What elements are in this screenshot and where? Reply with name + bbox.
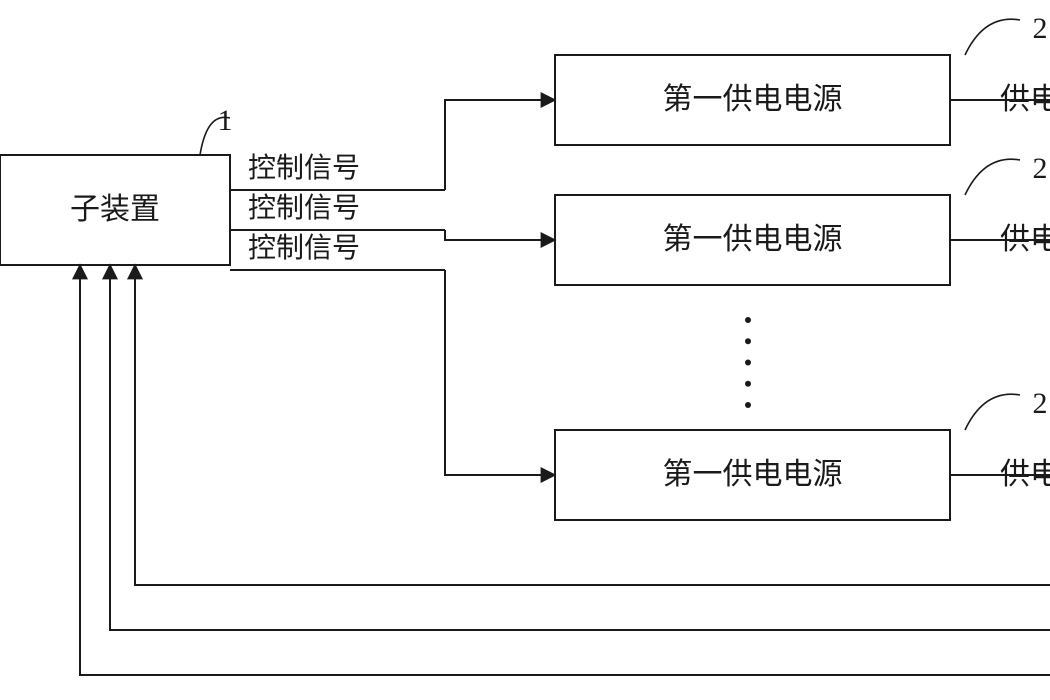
device-num: 1 — [218, 104, 233, 137]
ellipsis-dot — [745, 338, 751, 344]
ps2-leader — [965, 159, 1020, 195]
ps2-label: 第一供电电源 — [663, 223, 843, 256]
device-label: 子装置 — [70, 193, 160, 226]
supply-out-label-2: 供电 — [1000, 458, 1050, 491]
ellipsis-dot — [745, 317, 751, 323]
ps3-num: 2 — [1033, 387, 1048, 420]
ctrl-label-1: 控制信号 — [248, 192, 360, 224]
ellipsis-dot — [745, 402, 751, 408]
ps3-leader — [965, 394, 1020, 430]
ctrl-elbow-1 — [445, 230, 555, 240]
feedback-0 — [80, 265, 1050, 675]
ps2-num: 2 — [1033, 152, 1048, 185]
ellipsis-dot — [745, 381, 751, 387]
ctrl-elbow-0 — [445, 100, 555, 190]
supply-out-label-0: 供电 — [1000, 83, 1050, 116]
ellipsis-dot — [745, 360, 751, 366]
ps3-label: 第一供电电源 — [663, 458, 843, 491]
block-diagram: 子装置1第一供电电源2第一供电电源2第一供电电源2控制信号控制信号控制信号供电供… — [0, 0, 1050, 700]
ctrl-label-2: 控制信号 — [248, 232, 360, 264]
ps1-label: 第一供电电源 — [663, 83, 843, 116]
ctrl-elbow-2 — [445, 270, 555, 475]
ctrl-label-0: 控制信号 — [248, 152, 360, 184]
supply-out-label-1: 供电 — [1000, 223, 1050, 256]
ps1-leader — [965, 19, 1020, 55]
feedback-2 — [135, 265, 1050, 585]
ps1-num: 2 — [1033, 12, 1048, 45]
feedback-1 — [110, 265, 1050, 630]
